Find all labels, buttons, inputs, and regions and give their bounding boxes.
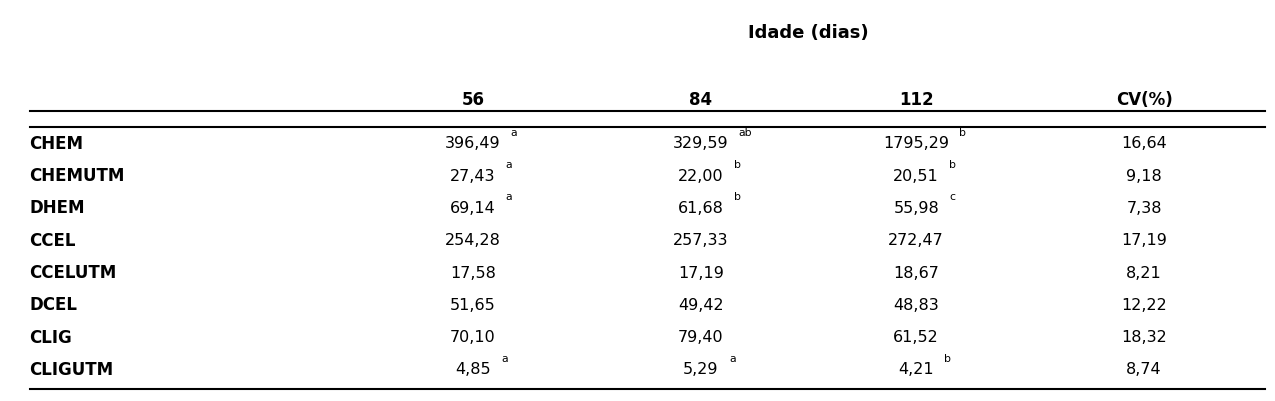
Text: 16,64: 16,64 [1121,136,1167,151]
Text: CCEL: CCEL [29,231,76,249]
Text: CLIG: CLIG [29,328,73,346]
Text: 17,19: 17,19 [1121,233,1167,248]
Text: a: a [506,160,513,170]
Text: b: b [949,160,956,170]
Text: 17,19: 17,19 [678,265,724,280]
Text: 18,67: 18,67 [894,265,940,280]
Text: 12,22: 12,22 [1121,297,1167,312]
Text: 8,74: 8,74 [1126,361,1162,377]
Text: CCELUTM: CCELUTM [29,263,117,282]
Text: 69,14: 69,14 [450,200,496,215]
Text: CHEMUTM: CHEMUTM [29,167,125,185]
Text: a: a [729,353,736,363]
Text: 329,59: 329,59 [673,136,728,151]
Text: 396,49: 396,49 [445,136,501,151]
Text: a: a [506,192,513,202]
Text: CHEM: CHEM [29,135,83,152]
Text: CLIGUTM: CLIGUTM [29,360,113,378]
Text: 257,33: 257,33 [673,233,728,248]
Text: 22,00: 22,00 [678,168,724,183]
Text: 4,21: 4,21 [899,361,935,377]
Text: CV(%): CV(%) [1116,91,1173,109]
Text: c: c [949,192,955,202]
Text: 27,43: 27,43 [450,168,496,183]
Text: 70,10: 70,10 [450,329,496,344]
Text: 49,42: 49,42 [678,297,724,312]
Text: DHEM: DHEM [29,199,85,217]
Text: b: b [959,128,965,138]
Text: 51,65: 51,65 [450,297,496,312]
Text: DCEL: DCEL [29,296,78,314]
Text: b: b [945,353,951,363]
Text: 1795,29: 1795,29 [884,136,949,151]
Text: b: b [734,192,741,202]
Text: 55,98: 55,98 [894,200,940,215]
Text: a: a [501,353,507,363]
Text: 5,29: 5,29 [683,361,719,377]
Text: a: a [510,128,518,138]
Text: 8,21: 8,21 [1126,265,1162,280]
Text: 20,51: 20,51 [894,168,940,183]
Text: 48,83: 48,83 [894,297,940,312]
Text: 7,38: 7,38 [1126,200,1162,215]
Text: 272,47: 272,47 [889,233,944,248]
Text: Idade (dias): Idade (dias) [748,24,868,42]
Text: b: b [734,160,741,170]
Text: 79,40: 79,40 [678,329,724,344]
Text: 61,52: 61,52 [894,329,940,344]
Text: 4,85: 4,85 [455,361,491,377]
Text: 84: 84 [690,91,713,109]
Text: 61,68: 61,68 [678,200,724,215]
Text: 56: 56 [462,91,485,109]
Text: 254,28: 254,28 [445,233,501,248]
Text: ab: ab [738,128,752,138]
Text: 17,58: 17,58 [450,265,496,280]
Text: 18,32: 18,32 [1121,329,1167,344]
Text: 112: 112 [899,91,933,109]
Text: 9,18: 9,18 [1126,168,1162,183]
